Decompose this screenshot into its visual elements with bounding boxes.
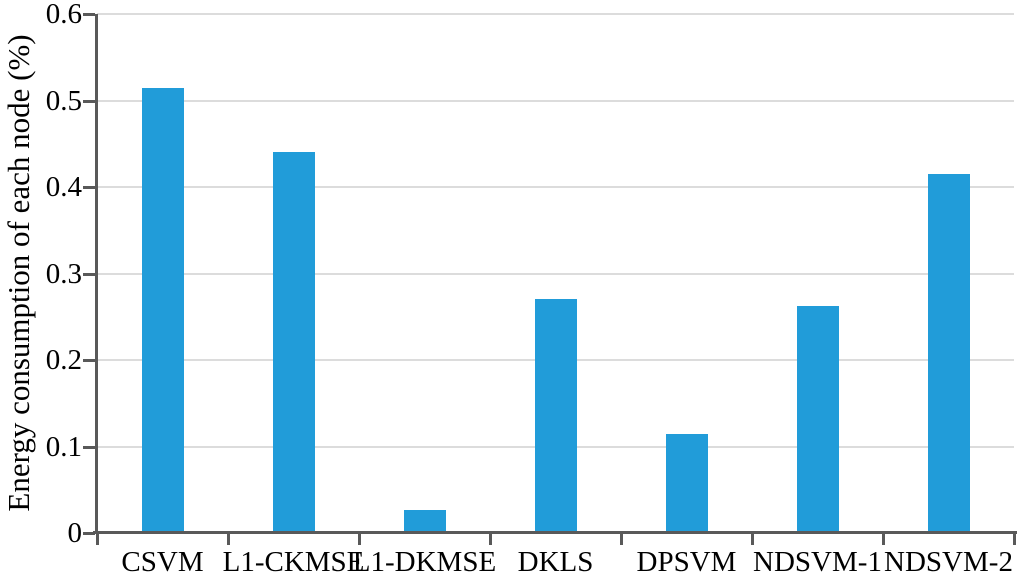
y-tick-label: 0.2 bbox=[45, 344, 82, 376]
y-tick-label: 0 bbox=[67, 517, 83, 549]
gridline bbox=[97, 272, 1014, 275]
x-axis-tick bbox=[489, 533, 492, 545]
x-category-label: NDSVM-2 bbox=[884, 546, 1013, 578]
gridline bbox=[97, 13, 1014, 15]
y-tick-label: 0.1 bbox=[45, 430, 82, 463]
bar-ndsvm-1 bbox=[796, 305, 839, 533]
y-axis-tick bbox=[83, 13, 95, 16]
x-axis-tick bbox=[1013, 533, 1016, 545]
x-category-label: L1-CKMSE bbox=[222, 546, 365, 578]
y-axis-tick bbox=[83, 359, 95, 362]
bar-dkls bbox=[534, 298, 577, 533]
x-axis-line bbox=[93, 531, 1017, 534]
x-axis-tick bbox=[620, 533, 623, 545]
bar-dpsvm bbox=[665, 433, 708, 533]
plot-area bbox=[97, 13, 1014, 533]
y-axis-tick bbox=[83, 272, 95, 276]
y-tick-label: 0.3 bbox=[45, 257, 82, 290]
x-axis-tick bbox=[882, 533, 885, 545]
y-axis-line bbox=[95, 14, 98, 534]
x-category-label: NDSVM-1 bbox=[753, 546, 882, 578]
x-axis-tick bbox=[358, 533, 361, 545]
y-axis-tick bbox=[83, 445, 95, 449]
x-category-label: CSVM bbox=[121, 546, 204, 578]
bar-l1-dkmse bbox=[403, 509, 446, 533]
gridline bbox=[97, 186, 1014, 188]
bar-ndsvm-2 bbox=[927, 174, 970, 533]
x-category-label: L1-DKMSE bbox=[352, 546, 497, 578]
y-tick-label: 0.4 bbox=[45, 171, 82, 203]
gridline bbox=[97, 99, 1014, 102]
y-axis-tick bbox=[83, 186, 95, 189]
x-axis-tick bbox=[751, 533, 754, 545]
x-axis-tick bbox=[96, 533, 99, 545]
x-category-label: DKLS bbox=[517, 546, 594, 578]
y-tick-label: 0.5 bbox=[45, 84, 82, 117]
bar-l1-ckmse bbox=[272, 152, 315, 533]
bar-csvm bbox=[141, 87, 184, 533]
x-axis-tick bbox=[227, 533, 230, 545]
x-category-label: DPSVM bbox=[636, 546, 737, 578]
y-axis-tick bbox=[83, 532, 95, 535]
y-tick-label: 0.6 bbox=[45, 0, 82, 30]
y-axis-tick bbox=[83, 99, 95, 103]
